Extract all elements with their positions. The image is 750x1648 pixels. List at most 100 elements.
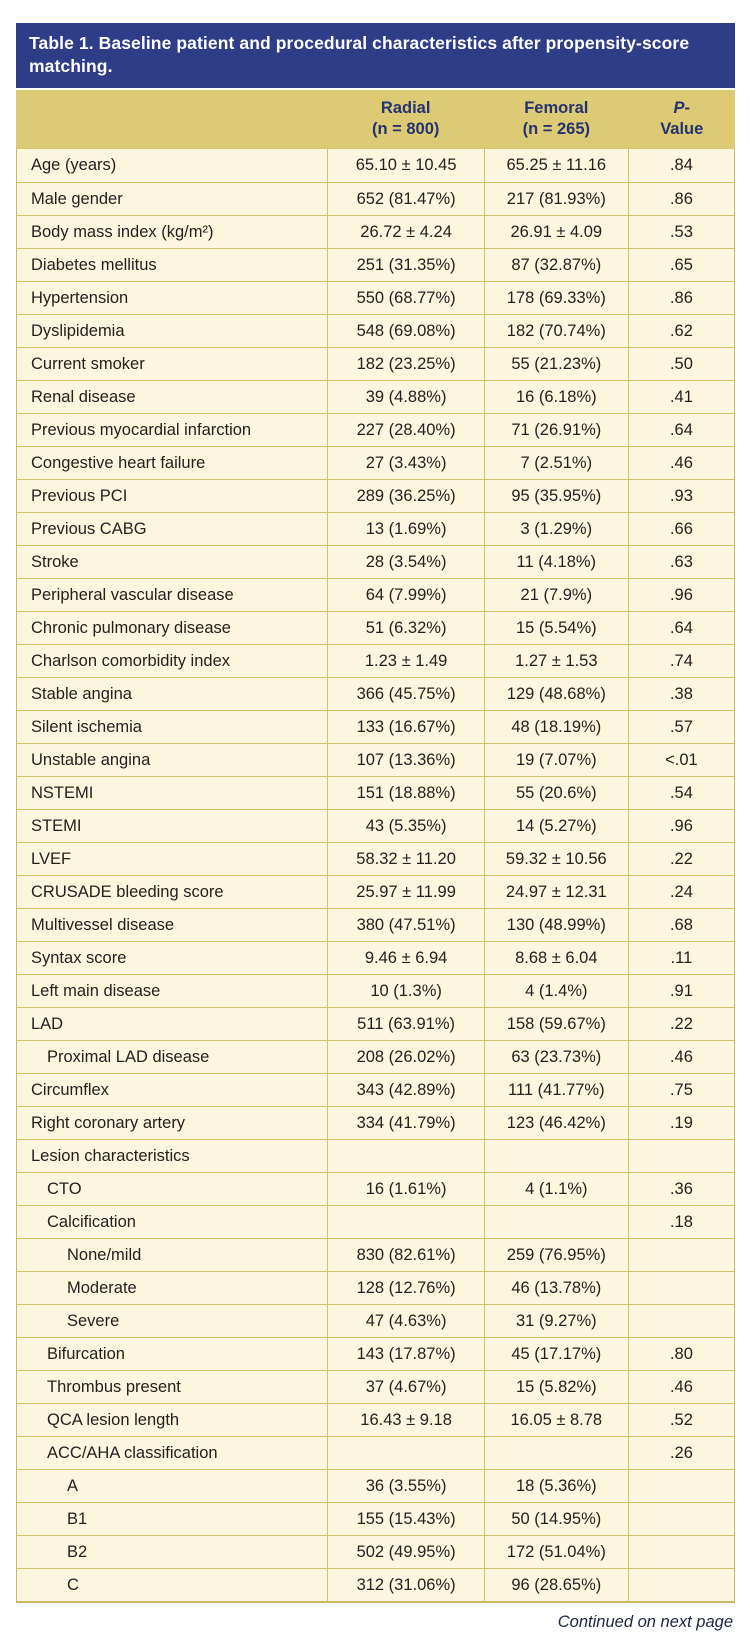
table-row: Previous PCI 289 (36.25%) 95 (35.95%) .9… (17, 479, 734, 513)
p-value (627, 1305, 734, 1338)
p-value: .11 (627, 942, 734, 975)
table-row: QCA lesion length 16.43 ± 9.18 16.05 ± 8… (17, 1403, 734, 1437)
femoral-column-name: Femoral (524, 99, 589, 118)
table-row: Syntax score 9.46 ± 6.94 8.68 ± 6.04 .11 (17, 941, 734, 975)
p-value: .65 (627, 249, 734, 282)
row-label: Lesion characteristics (31, 1146, 190, 1165)
p-value: .46 (627, 1041, 734, 1074)
femoral-value: 95 (35.95%) (483, 480, 628, 513)
radial-value: 830 (82.61%) (327, 1239, 483, 1272)
radial-value: 37 (4.67%) (327, 1371, 483, 1404)
radial-value: 155 (15.43%) (327, 1503, 483, 1536)
radial-value: 36 (3.55%) (327, 1470, 483, 1503)
radial-value: 343 (42.89%) (327, 1074, 483, 1107)
femoral-value: 8.68 ± 6.04 (483, 942, 628, 975)
table-row: LAD 511 (63.91%) 158 (59.67%) .22 (17, 1007, 734, 1041)
table-row: Right coronary artery 334 (41.79%) 123 (… (17, 1106, 734, 1140)
femoral-value: 55 (20.6%) (483, 777, 628, 810)
p-value: .64 (627, 414, 734, 447)
p-value: .86 (627, 282, 734, 315)
femoral-value: 7 (2.51%) (483, 447, 628, 480)
row-label: LAD (31, 1014, 64, 1033)
radial-value: 251 (31.35%) (327, 249, 483, 282)
radial-value: 550 (68.77%) (327, 282, 483, 315)
radial-value: 182 (23.25%) (327, 348, 483, 381)
row-label: Male gender (31, 189, 123, 208)
table-row: Previous CABG 13 (1.69%) 3 (1.29%) .66 (17, 512, 734, 546)
table-row: Thrombus present 37 (4.67%) 15 (5.82%) .… (17, 1370, 734, 1404)
p-value: .22 (627, 843, 734, 876)
femoral-value: 96 (28.65%) (483, 1569, 628, 1602)
radial-column-name: Radial (380, 99, 431, 118)
row-label: Hypertension (31, 288, 129, 307)
radial-value: 58.32 ± 11.20 (327, 843, 483, 876)
table-row: A 36 (3.55%) 18 (5.36%) (17, 1469, 734, 1503)
row-label: STEMI (31, 816, 82, 835)
radial-value: 27 (3.43%) (327, 447, 483, 480)
row-label: Body mass index (kg/m²) (31, 222, 214, 241)
table-row: Silent ischemia 133 (16.67%) 48 (18.19%)… (17, 710, 734, 744)
table-row: Diabetes mellitus 251 (31.35%) 87 (32.87… (17, 248, 734, 282)
table-row: Stable angina 366 (45.75%) 129 (48.68%) … (17, 677, 734, 711)
p-value: .18 (627, 1206, 734, 1239)
femoral-value: 123 (46.42%) (483, 1107, 628, 1140)
table-column-header-row: Radial (n = 800) Femoral (n = 265) P- Va… (16, 90, 735, 150)
table-row: Chronic pulmonary disease 51 (6.32%) 15 … (17, 611, 734, 645)
p-value: .41 (627, 381, 734, 414)
row-label: Age (years) (31, 156, 117, 175)
femoral-value: 18 (5.36%) (483, 1470, 628, 1503)
table-row: Previous myocardial infarction 227 (28.4… (17, 413, 734, 447)
femoral-value: 19 (7.07%) (483, 744, 628, 777)
row-label: Previous CABG (31, 519, 147, 538)
table-row: Renal disease 39 (4.88%) 16 (6.18%) .41 (17, 380, 734, 414)
radial-value: 13 (1.69%) (327, 513, 483, 546)
table-row: ACC/AHA classification .26 (17, 1436, 734, 1470)
p-value: .24 (627, 876, 734, 909)
p-value: .66 (627, 513, 734, 546)
row-label: B2 (67, 1542, 88, 1561)
table-row: Calcification .18 (17, 1205, 734, 1239)
p-value (627, 1239, 734, 1272)
femoral-value: 31 (9.27%) (483, 1305, 628, 1338)
radial-value: 26.72 ± 4.24 (327, 216, 483, 249)
femoral-column-n: (n = 265) (522, 120, 590, 139)
table-row: Moderate 128 (12.76%) 46 (13.78%) (17, 1271, 734, 1305)
table-row: Multivessel disease 380 (47.51%) 130 (48… (17, 908, 734, 942)
row-label: Previous myocardial infarction (31, 420, 252, 439)
radial-value: 208 (26.02%) (327, 1041, 483, 1074)
radial-value: 548 (69.08%) (327, 315, 483, 348)
radial-value: 133 (16.67%) (327, 711, 483, 744)
row-label: NSTEMI (31, 783, 94, 802)
radial-value: 227 (28.40%) (327, 414, 483, 447)
femoral-value: 158 (59.67%) (483, 1008, 628, 1041)
table-row: Left main disease 10 (1.3%) 4 (1.4%) .91 (17, 974, 734, 1008)
radial-value: 511 (63.91%) (327, 1008, 483, 1041)
radial-value: 151 (18.88%) (327, 777, 483, 810)
radial-value: 128 (12.76%) (327, 1272, 483, 1305)
p-value: .46 (627, 1371, 734, 1404)
femoral-value: 259 (76.95%) (483, 1239, 628, 1272)
radial-value (327, 1437, 483, 1470)
row-label: ACC/AHA classification (47, 1443, 218, 1462)
p-value (627, 1470, 734, 1503)
row-label: Peripheral vascular disease (31, 585, 234, 604)
femoral-value: 48 (18.19%) (483, 711, 628, 744)
table-row: Severe 47 (4.63%) 31 (9.27%) (17, 1304, 734, 1338)
table-row: Congestive heart failure 27 (3.43%) 7 (2… (17, 446, 734, 480)
table-row: Body mass index (kg/m²) 26.72 ± 4.24 26.… (17, 215, 734, 249)
radial-value (327, 1206, 483, 1239)
table-row: Unstable angina 107 (13.36%) 19 (7.07%) … (17, 743, 734, 777)
p-value (627, 1272, 734, 1305)
femoral-value: 26.91 ± 4.09 (483, 216, 628, 249)
femoral-value: 4 (1.4%) (483, 975, 628, 1008)
table-row: Lesion characteristics (17, 1139, 734, 1173)
p-value: <.01 (627, 744, 734, 777)
p-value: .19 (627, 1107, 734, 1140)
radial-value: 334 (41.79%) (327, 1107, 483, 1140)
row-label: Moderate (67, 1278, 137, 1297)
p-value: .54 (627, 777, 734, 810)
femoral-value: 4 (1.1%) (483, 1173, 628, 1206)
p-value: .53 (627, 216, 734, 249)
pvalue-column-line1: P- (629, 98, 735, 119)
radial-value: 502 (49.95%) (327, 1536, 483, 1569)
